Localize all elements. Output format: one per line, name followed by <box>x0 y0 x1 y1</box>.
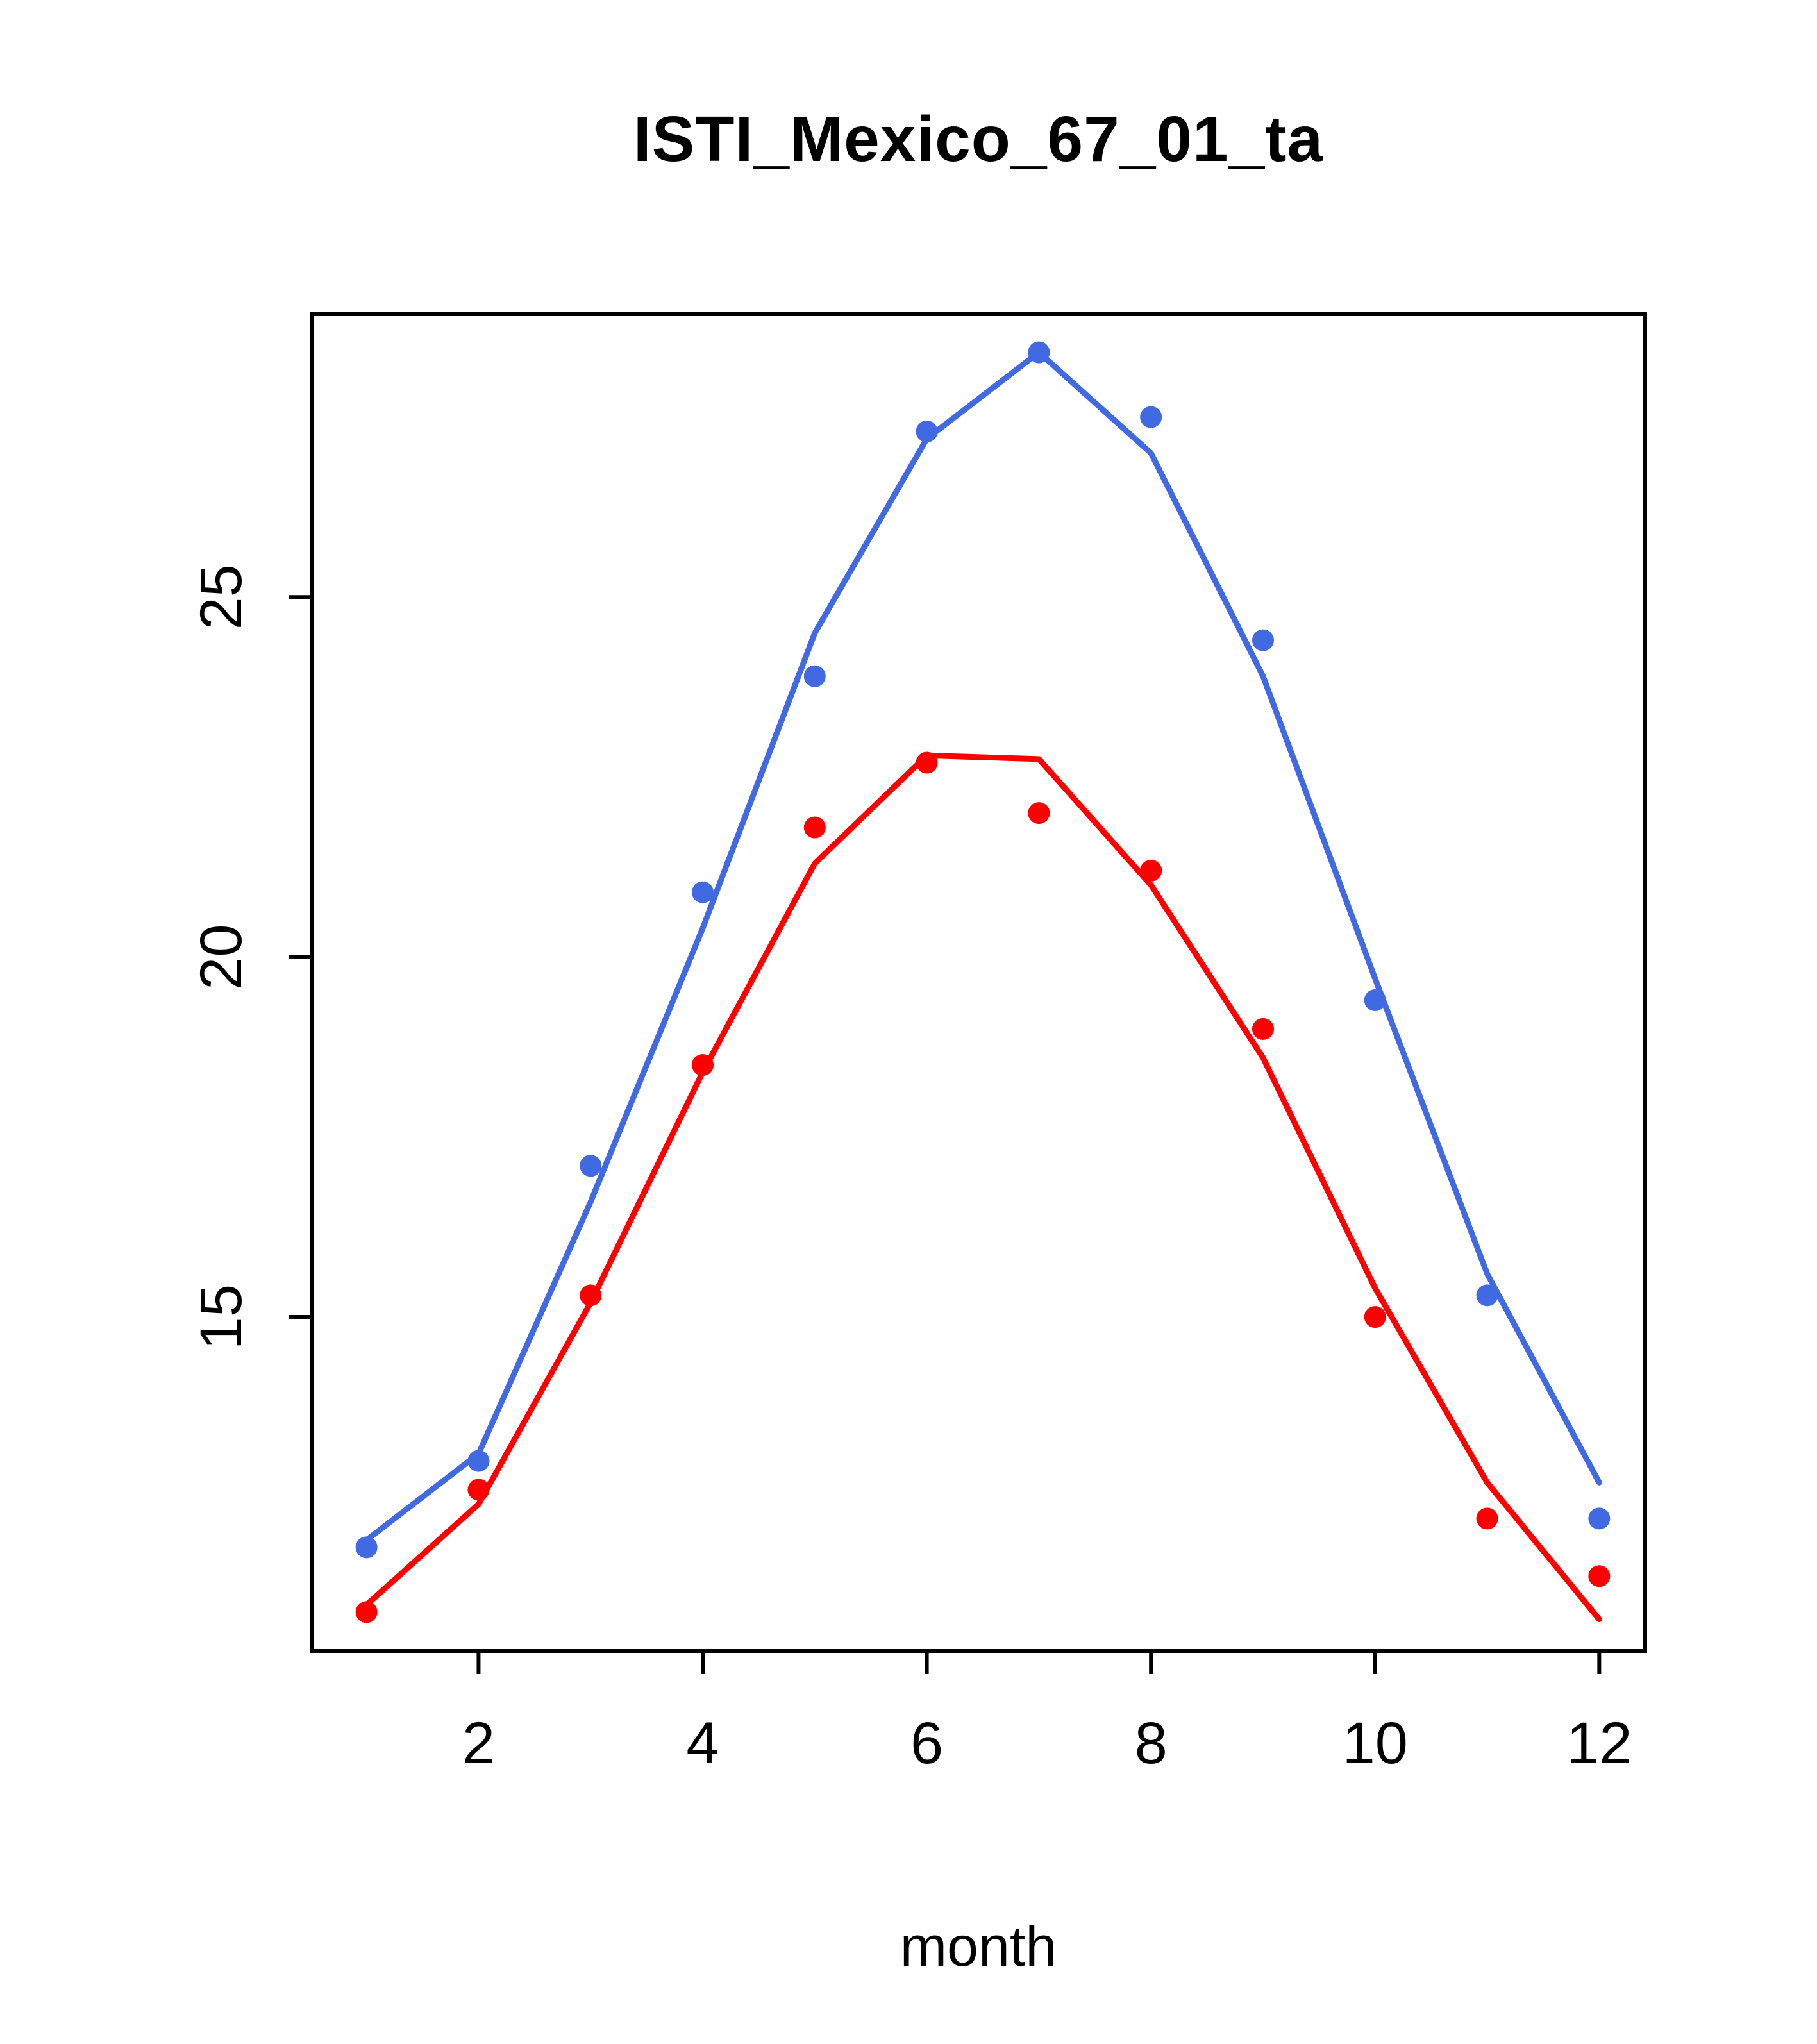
observed-monthly-mean-blue-point <box>1476 1284 1498 1307</box>
fitted-seasonal-cycle-red-line <box>364 752 1602 1623</box>
x-tick-label: 4 <box>686 1711 719 1776</box>
x-tick-label: 10 <box>1343 1711 1408 1776</box>
fitted-seasonal-cycle-blue-line <box>364 349 1602 1543</box>
observed-monthly-mean-blue-point <box>1252 629 1274 651</box>
x-tick-label: 8 <box>1135 1711 1168 1776</box>
chart-title: ISTI_Mexico_67_01_ta <box>633 103 1324 175</box>
observed-monthly-mean-blue-point <box>1588 1507 1611 1530</box>
y-tick-label: 20 <box>188 924 254 989</box>
observed-monthly-mean-blue-point <box>580 1155 602 1177</box>
observed-monthly-mean-red-point <box>467 1479 490 1501</box>
observed-monthly-mean-red-point <box>1028 802 1050 825</box>
observed-monthly-mean-blue-point <box>1028 341 1050 364</box>
observed-monthly-mean-red-point <box>1364 1306 1386 1328</box>
observed-monthly-mean-red-point <box>916 751 938 774</box>
observed-monthly-mean-red-point <box>355 1601 378 1623</box>
observed-monthly-mean-blue-point <box>355 1536 378 1559</box>
observed-monthly-mean-red-point <box>803 816 826 839</box>
observed-monthly-mean-red-point <box>580 1284 602 1307</box>
observed-monthly-mean-red-point <box>692 1054 714 1076</box>
x-tick-label: 2 <box>462 1711 495 1776</box>
y-tick-label: 25 <box>188 564 254 630</box>
observed-monthly-mean-red-point <box>1252 1018 1274 1040</box>
x-tick-label: 6 <box>910 1711 943 1776</box>
plot-box <box>310 312 1647 1653</box>
observed-monthly-mean-red-point <box>1588 1565 1611 1587</box>
observed-monthly-mean-red-point <box>1140 859 1162 882</box>
observed-monthly-mean-blue-point <box>1364 989 1386 1012</box>
observed-monthly-mean-red-point <box>1476 1507 1498 1530</box>
y-tick-label: 15 <box>188 1284 254 1350</box>
x-axis-label: month <box>900 1914 1057 1978</box>
observed-monthly-mean-blue-point <box>467 1450 490 1472</box>
x-tick-label: 12 <box>1566 1711 1632 1776</box>
observed-monthly-mean-blue-point <box>1140 406 1162 428</box>
observed-monthly-mean-blue-point <box>803 665 826 687</box>
observed-monthly-mean-blue-point <box>692 881 714 903</box>
observed-monthly-mean-blue-point <box>916 421 938 443</box>
